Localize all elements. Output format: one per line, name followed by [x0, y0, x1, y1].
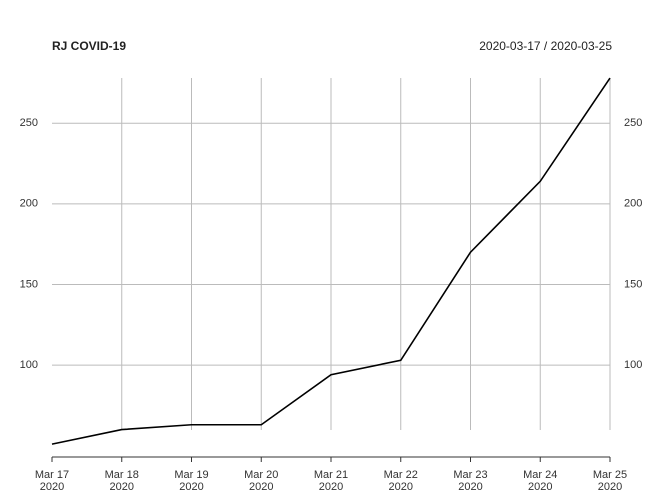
y2-tick-label: 150: [624, 278, 642, 290]
x-tick-label: Mar 24: [523, 469, 557, 481]
x-tick-label: 2020: [40, 481, 64, 493]
x-tick-label: Mar 22: [384, 469, 418, 481]
x-tick-label: Mar 18: [105, 469, 139, 481]
y2-tick-label: 100: [624, 359, 642, 371]
y-tick-label: 150: [20, 278, 38, 290]
x-tick-label: 2020: [528, 481, 552, 493]
y2-tick-label: 250: [624, 117, 642, 129]
x-tick-label: 2020: [389, 481, 413, 493]
x-tick-label: Mar 20: [244, 469, 278, 481]
line: [51, 77, 611, 445]
x-tick-label: Mar 25: [593, 469, 627, 481]
x-tick-label: Mar 17: [35, 469, 69, 481]
y-tick-label: 100: [20, 359, 38, 371]
x-tick-label: 2020: [458, 481, 482, 493]
x-tick-label: 2020: [110, 481, 134, 493]
x-tick-label: Mar 23: [453, 469, 487, 481]
y-tick-label: 250: [20, 117, 38, 129]
x-tick-label: 2020: [179, 481, 203, 493]
chart-subtitle: 2020-03-17 / 2020-03-25: [479, 39, 612, 53]
x-tick-label: 2020: [249, 481, 273, 493]
x-tick-label: Mar 19: [174, 469, 208, 481]
y-tick-label: 200: [20, 198, 38, 210]
x-tick-label: Mar 21: [314, 469, 348, 481]
y2-tick-label: 200: [624, 198, 642, 210]
chart-title: RJ COVID-19: [52, 39, 126, 53]
x-tick-label: 2020: [598, 481, 622, 493]
x-tick-label: 2020: [319, 481, 343, 493]
